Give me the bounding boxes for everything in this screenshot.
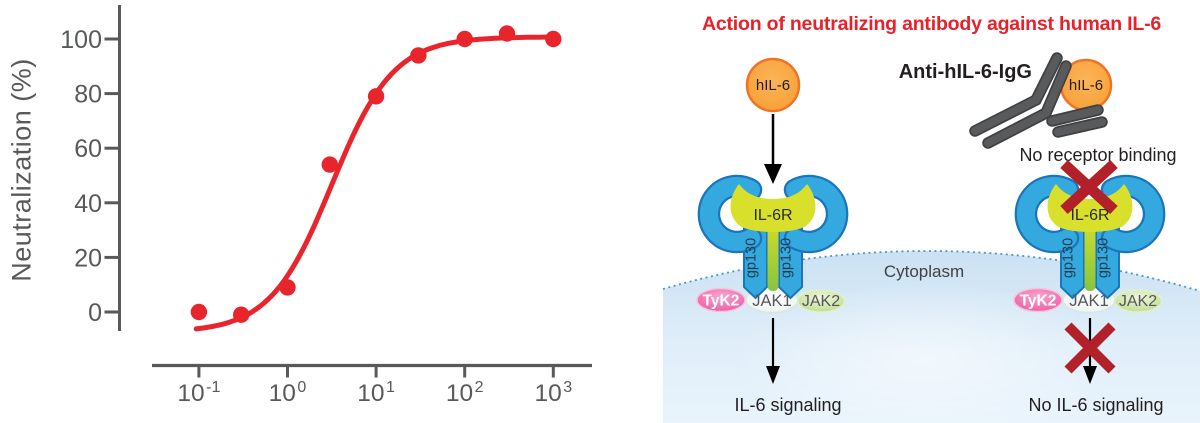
- blocked-pathway: hIL-6 Anti-hIL-6-IgG No receptor binding: [899, 52, 1177, 415]
- antibody-label: Anti-hIL-6-IgG: [899, 61, 1032, 83]
- y-tick-label: 100: [60, 26, 102, 54]
- data-point: [498, 25, 516, 42]
- data-point: [410, 47, 427, 64]
- data-point: [545, 30, 562, 48]
- y-tick-label: 40: [74, 190, 102, 218]
- jak2-label: JAK2: [1119, 293, 1157, 310]
- x-tick-label: 103: [534, 379, 572, 407]
- tyk2-label: TyK2: [1020, 293, 1057, 310]
- blocked-signaling-cross-icon: [1064, 322, 1116, 374]
- data-point: [321, 156, 338, 173]
- binding-arrow-head-icon: [764, 164, 782, 184]
- gp130-label: gp130: [779, 238, 795, 278]
- x-tick-label: 100: [269, 379, 307, 407]
- x-tick-label: 10-1: [177, 379, 220, 407]
- x-tick-label: 101: [357, 379, 395, 407]
- il6r-label: IL-6R: [753, 207, 792, 224]
- no-receptor-binding-label: No receptor binding: [1019, 145, 1176, 165]
- data-point: [456, 30, 473, 48]
- cytoplasm-glow: [730, 282, 1120, 423]
- gp130-label: gp130: [1061, 238, 1077, 278]
- jak1-label: JAK1: [1069, 292, 1108, 310]
- jak1-label: JAK1: [752, 292, 791, 310]
- normal-pathway: hIL-6 IL-6R gp130 gp130 TyK2 JAK1 JAK2 I…: [697, 57, 845, 415]
- antibody-icon: [969, 52, 1108, 149]
- x-tick-label: 102: [446, 379, 484, 407]
- data-point: [367, 88, 385, 105]
- signaling-arrow-head-icon: [1083, 366, 1097, 384]
- y-tick-label: 20: [74, 244, 102, 272]
- y-tick-label: 60: [74, 135, 102, 163]
- tyk2-label: TyK2: [703, 293, 740, 310]
- signaling-arrow-head-icon: [766, 366, 780, 384]
- y-tick-label: 80: [74, 81, 102, 109]
- cytoplasm-label: Cytoplasm: [884, 262, 964, 281]
- jak2-label: JAK2: [802, 293, 840, 310]
- il6r-label: IL-6R: [1070, 207, 1109, 224]
- signaling-outcome-label: IL-6 signaling: [734, 395, 841, 415]
- y-tick-label: 0: [88, 299, 102, 327]
- gp130-label: gp130: [744, 238, 760, 278]
- diagram-title: Action of neutralizing antibody against …: [701, 13, 1162, 35]
- data-point: [279, 279, 296, 296]
- il6-ligand-icon: [745, 57, 801, 113]
- data-point: [190, 303, 208, 321]
- data-point: [233, 306, 250, 323]
- il6-ligand-label: hIL-6: [756, 77, 790, 94]
- il6-ligand-label: hIL-6: [1069, 77, 1103, 94]
- gp130-label: gp130: [1096, 238, 1112, 278]
- neutralization-chart: 0 20 40 60 80 100 10-1 100 101 102 103: [60, 5, 592, 407]
- no-signaling-outcome-label: No IL-6 signaling: [1028, 395, 1163, 415]
- membrane-dotted-line: [662, 250, 1200, 292]
- blocked-binding-cross-icon: [1060, 159, 1118, 215]
